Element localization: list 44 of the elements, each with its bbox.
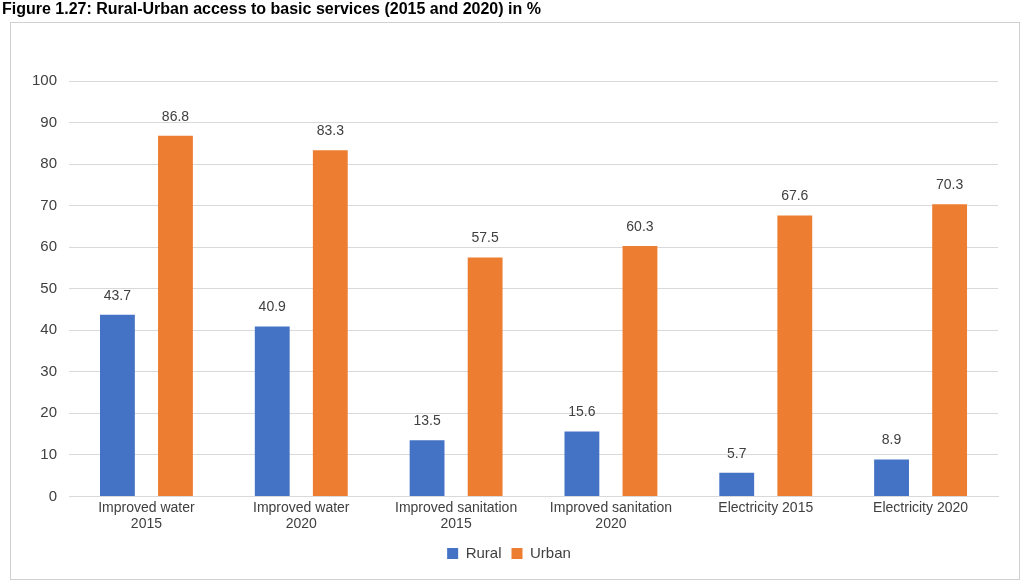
x-tick-label: Improved water 2015: [98, 498, 196, 532]
chart-title: Figure 1.27: Rural-Urban access to basic services (2015 and 2020) in %: [2, 0, 541, 18]
x-tick-label: Improved sanitation 2020: [549, 498, 673, 532]
legend-label: Urban: [530, 543, 571, 561]
bar: [409, 440, 445, 496]
data-label: 60.3: [626, 217, 654, 234]
y-tick-label: 0: [48, 486, 58, 504]
data-label: 67.6: [781, 187, 809, 204]
bar: [564, 431, 600, 496]
data-label: 86.8: [161, 107, 190, 124]
data-label: 40.9: [258, 298, 287, 315]
bar: [158, 135, 193, 496]
y-tick-label: 10: [40, 445, 58, 462]
bar: [932, 204, 968, 496]
data-label: 13.5: [413, 412, 441, 429]
bar: [622, 245, 658, 496]
bar: [254, 326, 290, 496]
y-tick-label: 30: [40, 361, 58, 379]
y-tick-label: 90: [40, 112, 58, 130]
bar: [874, 459, 909, 496]
data-label: 43.7: [103, 286, 132, 303]
x-tick-label: Improved water 2020: [253, 498, 350, 532]
y-tick-label: 20: [40, 403, 58, 421]
data-label: 83.3: [316, 122, 345, 139]
x-tick-label: Electricity 2020: [873, 498, 969, 515]
y-tick-label: 40: [40, 320, 58, 338]
bar: [99, 314, 135, 496]
bar: [777, 215, 813, 496]
y-tick-label: 60: [40, 237, 58, 255]
legend-label: Rural: [465, 543, 502, 561]
data-label: 57.5: [471, 229, 499, 246]
data-label: 8.9: [881, 431, 902, 448]
data-label: 5.7: [726, 444, 747, 461]
y-tick-label: 70: [40, 195, 58, 213]
data-label: 70.3: [935, 176, 964, 193]
bar: [312, 150, 348, 496]
y-tick-label: 100: [32, 71, 58, 89]
x-tick-label: Improved sanitation 2015: [395, 498, 518, 532]
y-tick-label: 80: [40, 154, 58, 172]
data-label: 15.6: [568, 403, 596, 420]
x-tick-label: Electricity 2015: [718, 498, 814, 515]
y-tick-label: 50: [40, 278, 58, 296]
bar: [719, 472, 755, 496]
bar: [467, 257, 503, 496]
